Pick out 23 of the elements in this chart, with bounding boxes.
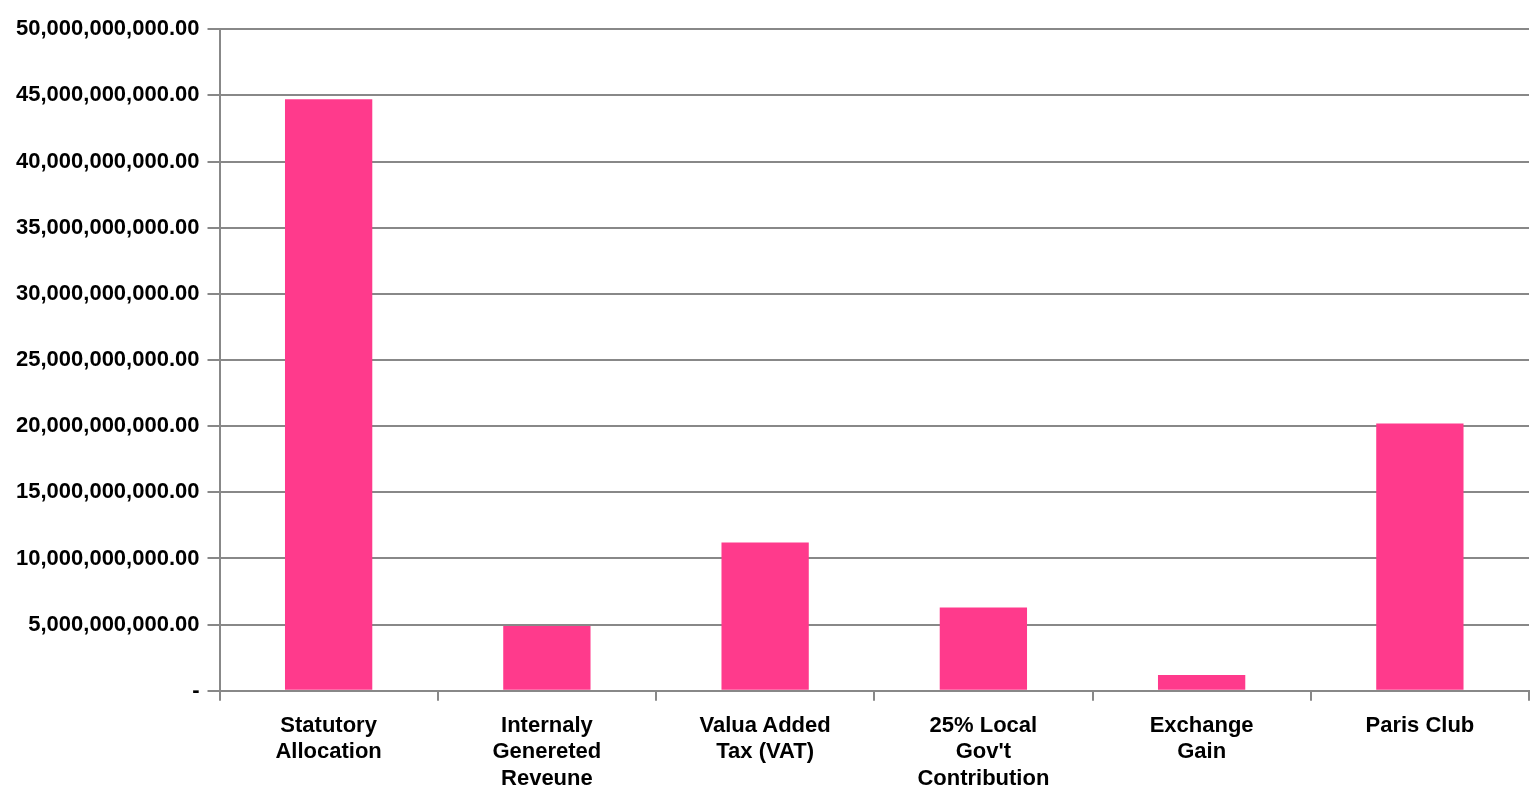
y-tick-label: 50,000,000,000.00 [15,15,200,41]
y-tick-label: 10,000,000,000.00 [15,544,200,570]
y-tick-label: 30,000,000,000.00 [15,279,200,305]
y-tick-label: 35,000,000,000.00 [15,213,200,239]
x-tick-label: Paris Club [1365,712,1475,738]
y-tick-label: 20,000,000,000.00 [15,412,200,438]
x-tick-label: Internaly Genereted Reveune [492,712,602,790]
y-tick-label: 40,000,000,000.00 [15,147,200,173]
bar [1157,674,1246,690]
x-tick-label: Statutory Allocation [275,712,382,764]
x-tick-label: Exchange Gain [1149,712,1254,764]
bar [721,542,809,690]
bar [503,625,591,690]
x-tick-label: Valua Added Tax (VAT) [699,712,831,764]
y-tick-label: 15,000,000,000.00 [15,478,200,504]
y-tick-label: 45,000,000,000.00 [15,81,200,107]
y-tick-label: 25,000,000,000.00 [15,346,200,372]
x-tick-label: 25% Local Gov't Contribution [917,712,1050,790]
bar [284,99,373,690]
y-tick-label: 5,000,000,000.00 [28,610,200,636]
bar [939,607,1028,690]
y-tick-label: - [192,676,200,702]
bar [1376,423,1464,690]
